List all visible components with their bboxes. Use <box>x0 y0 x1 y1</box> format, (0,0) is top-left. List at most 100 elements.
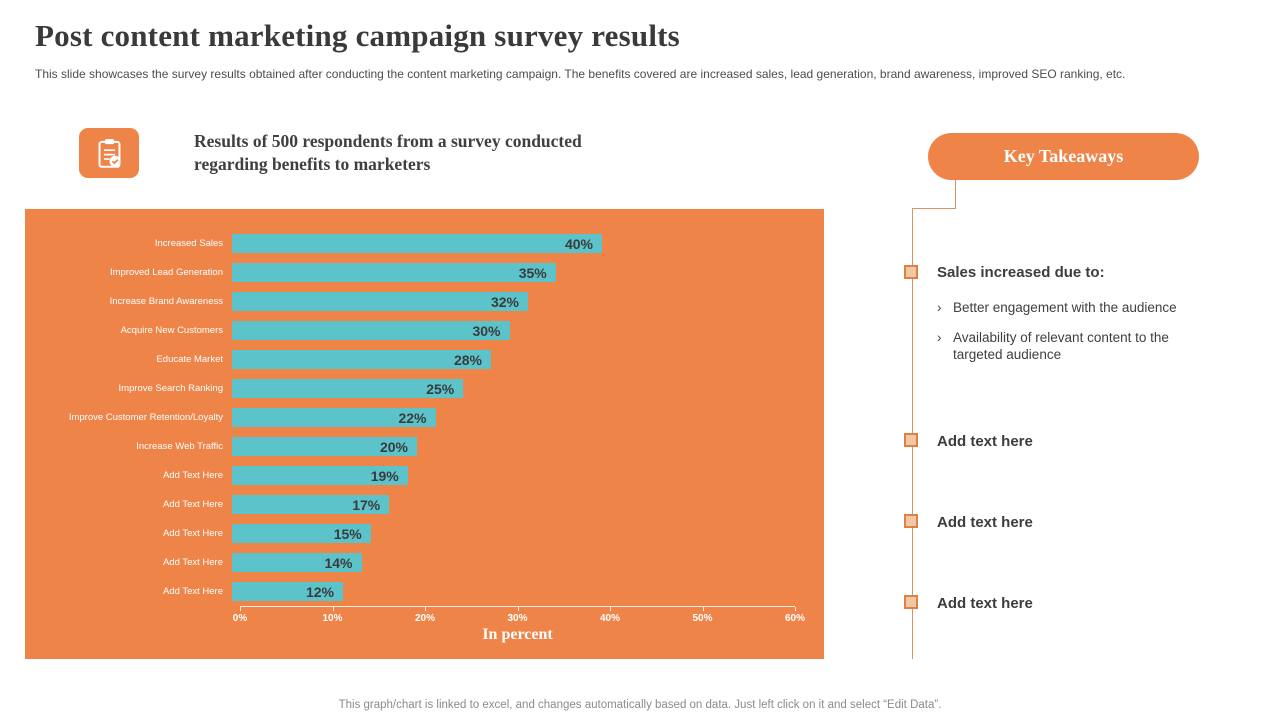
bar-value-label: 12% <box>305 583 334 600</box>
bar-value-label: 19% <box>370 467 399 484</box>
x-tick-label: 60% <box>784 613 806 624</box>
x-tick-mark <box>795 607 796 611</box>
bar-value-label: 17% <box>352 496 381 513</box>
bar-track: 20% <box>232 437 787 456</box>
bar-category-label: Increase Brand Awareness <box>109 296 223 307</box>
x-tick-mark <box>610 607 611 611</box>
bar-row: Add Text Here 17% <box>25 490 795 519</box>
bar-track: 28% <box>232 350 787 369</box>
takeaway-bullet-text: Better engagement with the audience <box>953 300 1177 315</box>
x-axis-title: In percent <box>482 626 553 643</box>
bar: 15% <box>232 524 371 543</box>
bar: 35% <box>232 263 556 282</box>
key-takeaways-button[interactable]: Key Takeaways <box>928 133 1199 180</box>
bar: 17% <box>232 495 390 514</box>
x-tick-label: 0% <box>232 613 248 624</box>
clipboard-check-icon <box>98 138 121 168</box>
bar-category-label: Add Text Here <box>162 499 223 510</box>
intro-text: Results of 500 respondents from a survey… <box>194 131 582 174</box>
bar-row: Add Text Here 19% <box>25 461 795 490</box>
takeaway-bullet: › Better engagement with the audience <box>937 299 1193 316</box>
page-title: Post content marketing campaign survey r… <box>35 18 680 53</box>
takeaway-heading: Sales increased due to: <box>937 264 1105 281</box>
x-tick-label: 50% <box>692 613 713 624</box>
bar-value-label: 14% <box>324 554 353 571</box>
bar-row: Acquire New Customers 30% <box>25 316 795 345</box>
takeaway-marker-square <box>904 595 918 609</box>
x-tick-mark <box>517 607 519 611</box>
bar-row: Add Text Here 14% <box>25 548 795 577</box>
bar-track: 32% <box>232 292 787 311</box>
bar-category-label: Improve Search Ranking <box>118 383 223 394</box>
bar-row: Improve Customer Retention/Loyalty 22% <box>25 403 795 432</box>
bar-row: Add Text Here 12% <box>25 577 795 606</box>
bar-row: Educate Market 28% <box>25 345 795 374</box>
x-tick-label: 40% <box>599 613 621 624</box>
bar-chart-panel[interactable]: Increased Sales 40% Improved Lead Generati… <box>25 209 824 659</box>
takeaway-marker-square <box>904 265 918 279</box>
x-tick-label: 20% <box>414 613 436 624</box>
bar-value-label: 25% <box>426 380 455 397</box>
bar: 25% <box>232 379 464 398</box>
bar-category-label: Improve Customer Retention/Loyalty <box>68 412 223 423</box>
bar-track: 40% <box>232 234 787 253</box>
takeaway-heading: Add text here <box>937 514 1033 531</box>
bar-category-label: Acquire New Customers <box>120 325 223 336</box>
x-tick-mark <box>702 607 704 611</box>
bar-value-label: 32% <box>490 293 519 310</box>
takeaway-marker-square <box>904 433 918 447</box>
bar-track: 30% <box>232 321 787 340</box>
clipboard-icon <box>79 128 139 178</box>
bar: 30% <box>232 321 510 340</box>
footer-note: This graph/chart is linked to excel, and… <box>338 699 942 711</box>
chevron-bullet-icon: › <box>937 330 942 345</box>
x-tick-mark <box>425 607 426 611</box>
x-axis: 0% 10% 20% 30% 40% 50% 60% <box>233 606 805 628</box>
bar-value-label: 20% <box>379 438 408 455</box>
bar-value-label: 40% <box>564 235 593 252</box>
bar: 14% <box>232 553 362 572</box>
x-tick-label: 10% <box>322 613 343 624</box>
bar-track: 14% <box>232 553 787 572</box>
bar-value-label: 22% <box>398 409 427 426</box>
bar-track: 35% <box>232 263 787 282</box>
bar-category-label: Add Text Here <box>162 528 223 539</box>
bar-category-label: Increase Web Traffic <box>136 441 223 452</box>
x-tick-mark <box>332 607 334 611</box>
bar-category-label: Add Text Here <box>162 470 223 481</box>
bar-category-label: Add Text Here <box>162 557 223 568</box>
takeaway-bullet-text: Availability of relevant content to the … <box>953 330 1169 362</box>
bar-track: 22% <box>232 408 787 427</box>
bar-track: 17% <box>232 495 787 514</box>
bar: 20% <box>232 437 417 456</box>
bar-track: 25% <box>232 379 787 398</box>
x-axis-line <box>240 606 795 607</box>
x-tick-label: 30% <box>507 613 528 624</box>
bar-chart-rows: Increased Sales 40% Improved Lead Generati… <box>25 229 795 606</box>
bar-row: Increased Sales 40% <box>25 229 795 258</box>
x-tick-mark <box>240 607 241 611</box>
bar-category-label: Educate Market <box>156 354 223 365</box>
takeaway-bullet: › Availability of relevant content to th… <box>937 329 1193 363</box>
bar-row: Increase Brand Awareness 32% <box>25 287 795 316</box>
bar-category-label: Improved Lead Generation <box>109 267 223 278</box>
takeaway-heading: Add text here <box>937 433 1033 450</box>
bar: 19% <box>232 466 408 485</box>
takeaway-heading: Add text here <box>937 595 1033 612</box>
bar-track: 12% <box>232 582 787 601</box>
bar: 12% <box>232 582 343 601</box>
bar-row: Add Text Here 15% <box>25 519 795 548</box>
page-subtitle: This slide showcases the survey results … <box>35 67 1126 81</box>
bar-value-label: 28% <box>453 351 482 368</box>
bar: 32% <box>232 292 528 311</box>
takeaway-bullet-list: › Better engagement with the audience › … <box>937 299 1193 376</box>
bar-track: 15% <box>232 524 787 543</box>
bar-row: Increase Web Traffic 20% <box>25 432 795 461</box>
connector-line <box>955 180 956 208</box>
chevron-bullet-icon: › <box>937 300 942 315</box>
bar-category-label: Increased Sales <box>154 238 223 249</box>
bar: 28% <box>232 350 491 369</box>
bar-category-label: Add Text Here <box>162 586 223 597</box>
bar-row: Improved Lead Generation 35% <box>25 258 795 287</box>
